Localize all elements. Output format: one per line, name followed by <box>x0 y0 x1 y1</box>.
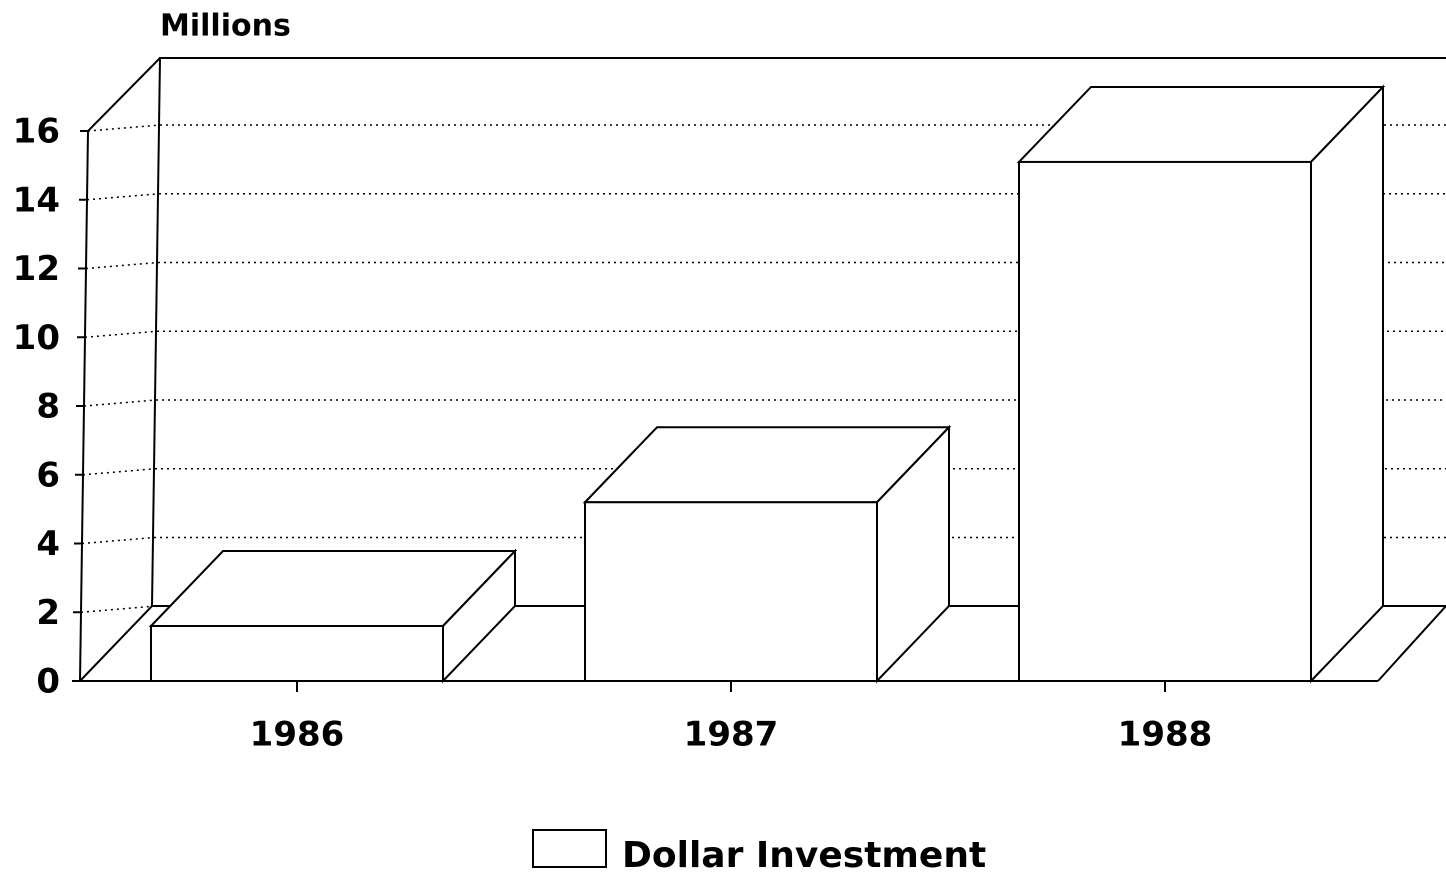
floor-edge <box>1377 605 1446 682</box>
y-tick-label: 6 <box>36 455 60 495</box>
grid-line-side <box>82 468 156 476</box>
bar <box>1018 160 1312 682</box>
y-tick-label: 12 <box>13 249 60 289</box>
bar <box>584 501 878 682</box>
y-tick-label: 4 <box>36 524 60 564</box>
bar-side <box>1310 84 1384 684</box>
grid-line-side <box>86 193 160 201</box>
legend-swatch <box>532 829 607 868</box>
y-tick-label: 16 <box>13 112 60 152</box>
y-axis-label: Millions <box>160 9 291 44</box>
y-tick-label: 14 <box>13 180 60 220</box>
x-tick-label: 1988 <box>1118 715 1213 755</box>
grid-line-side <box>87 124 161 132</box>
y-tick-label: 2 <box>36 593 60 633</box>
grid-line-side <box>81 536 155 545</box>
x-tick-label: 1986 <box>250 715 345 755</box>
grid-line-side <box>85 261 159 270</box>
y-tick-label: 8 <box>36 387 60 427</box>
y-tick-label: 10 <box>13 318 60 358</box>
y-tick-label: 0 <box>36 662 60 702</box>
grid-line-side <box>83 399 157 407</box>
side-wall <box>79 57 161 682</box>
floor <box>79 605 1446 682</box>
bar <box>150 625 444 682</box>
legend-label: Dollar Investment <box>622 835 986 874</box>
grid-line-side <box>80 605 154 613</box>
x-tick-label: 1987 <box>684 715 779 755</box>
grid-line-side <box>84 330 158 338</box>
